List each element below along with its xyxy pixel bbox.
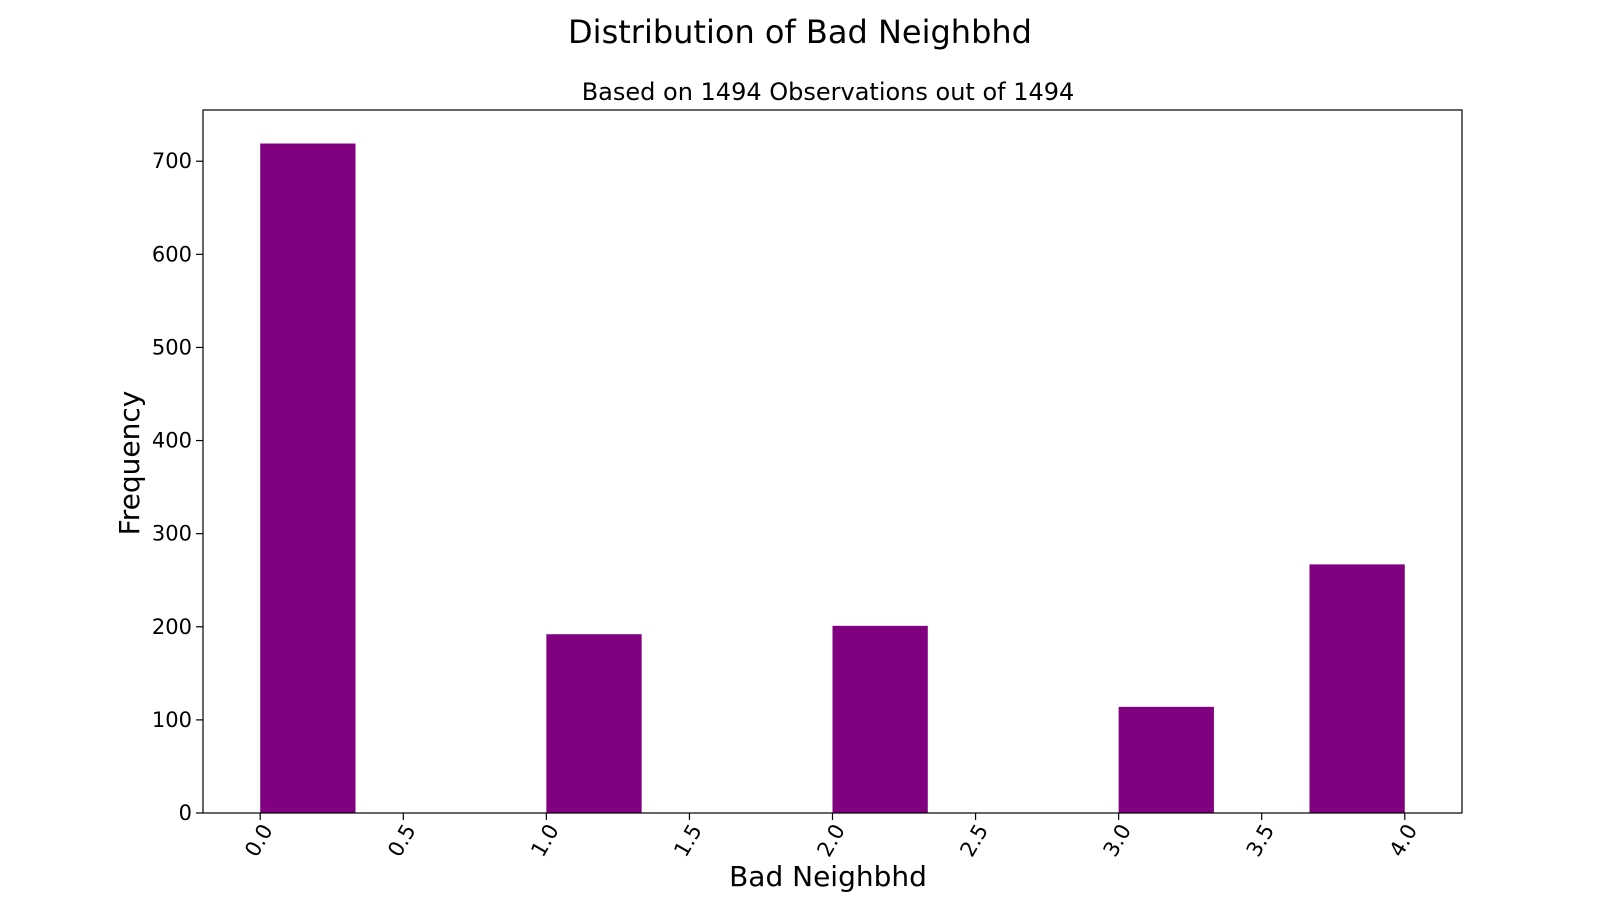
x-axis: 0.0 0.5 1.0 1.5 2.0 2.5 3.0 3.5 4.0 xyxy=(240,813,1422,861)
x-tick-label-7: 3.5 xyxy=(1242,820,1279,861)
bar-3 xyxy=(1118,706,1214,813)
y-tick-label-6: 600 xyxy=(152,242,192,266)
y-tick-label-3: 300 xyxy=(152,522,192,546)
x-tick-label-6: 3.0 xyxy=(1099,820,1136,861)
y-axis-label: Frequency xyxy=(113,391,146,536)
x-axis-label: Bad Neighbhd xyxy=(729,860,927,893)
x-tick-label-0: 0.0 xyxy=(240,820,277,861)
x-tick-label-4: 2.0 xyxy=(812,820,849,861)
y-tick-label-2: 200 xyxy=(152,615,192,639)
bars-layer xyxy=(260,143,1405,814)
bar-4 xyxy=(1309,564,1405,813)
plot-frame xyxy=(202,109,1463,814)
y-tick-label-5: 500 xyxy=(152,335,192,359)
x-tick-label-8: 4.0 xyxy=(1385,820,1422,861)
x-tick-label-3: 1.5 xyxy=(669,820,706,861)
y-tick-label-0: 0 xyxy=(179,801,192,825)
chart-title: Distribution of Bad Neighbhd xyxy=(568,13,1032,51)
y-tick-label-4: 400 xyxy=(152,429,192,453)
y-axis: 0 100 200 300 400 500 600 700 xyxy=(152,149,203,825)
x-tick-label-2: 1.0 xyxy=(526,820,563,861)
bar-2 xyxy=(832,625,928,813)
x-tick-label-1: 0.5 xyxy=(383,820,420,861)
y-tick-label-7: 700 xyxy=(152,149,192,173)
bar-1 xyxy=(546,634,642,813)
x-tick-label-5: 2.5 xyxy=(955,820,992,861)
chart-subtitle: Based on 1494 Observations out of 1494 xyxy=(582,78,1075,106)
y-tick-label-1: 100 xyxy=(152,708,192,732)
bar-0 xyxy=(260,143,356,814)
